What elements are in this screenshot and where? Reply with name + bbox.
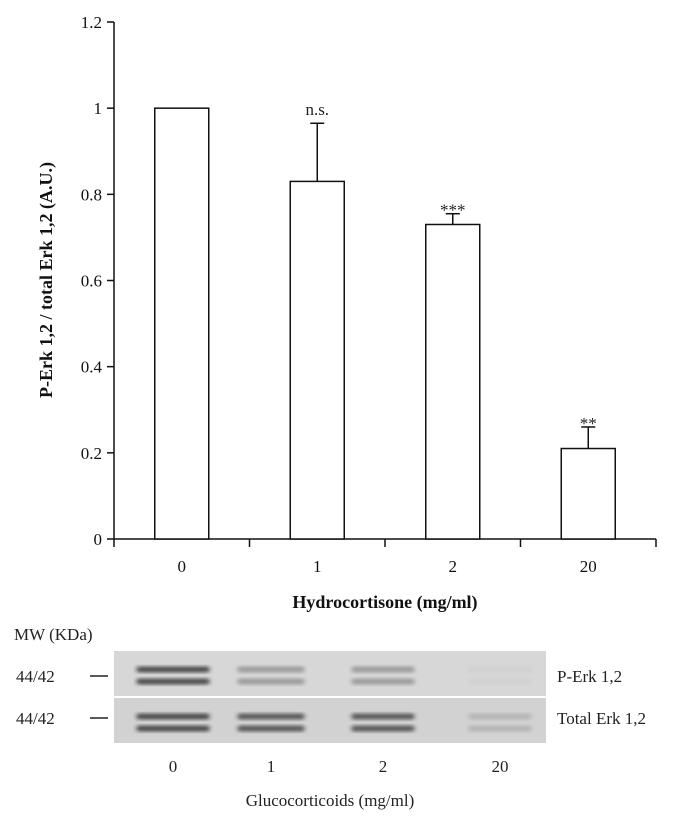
blot-row-p-erk: 44/42 P-Erk 1,2	[16, 651, 622, 696]
y-tick-label: 1	[94, 99, 103, 118]
bars	[154, 107, 616, 540]
y-tick-label: 0.2	[81, 444, 102, 463]
blot-lane-label: 20	[492, 757, 509, 776]
significance-label: n.s.	[305, 100, 329, 119]
y-tick-label: 1.2	[81, 13, 102, 32]
blot-band	[351, 679, 415, 684]
blot-band	[136, 667, 210, 672]
bands-total-erk	[136, 714, 532, 731]
blot-band	[351, 667, 415, 672]
blot-band	[136, 726, 210, 731]
blot-x-axis-title: Glucocorticoids (mg/ml)	[246, 791, 415, 810]
blot-band	[468, 714, 532, 719]
blot-band	[468, 726, 532, 731]
blot-band	[237, 726, 305, 731]
x-tick-label: 20	[580, 557, 597, 576]
bar	[154, 107, 210, 540]
error-bars	[310, 122, 596, 449]
bar	[560, 447, 616, 540]
blot-band	[237, 679, 305, 684]
significance-label: **	[580, 414, 597, 433]
blot-label-total-erk: Total Erk 1,2	[557, 709, 646, 728]
blot-band	[468, 679, 532, 684]
blot-band	[237, 667, 305, 672]
blot-lane-label: 1	[267, 757, 276, 776]
x-axis-title: Hydrocortisone (mg/ml)	[292, 592, 477, 613]
x-tick-label: 2	[449, 557, 458, 576]
significance-labels: n.s.*****	[305, 100, 596, 433]
blot-lane-label: 2	[379, 757, 388, 776]
y-tick-label: 0.6	[81, 272, 102, 291]
blot-label-p-erk: P-Erk 1,2	[557, 667, 622, 686]
x-tick-label: 0	[178, 557, 187, 576]
x-ticks: 0 1 2 20	[113, 539, 657, 576]
x-tick-label: 1	[313, 557, 322, 576]
blot-band	[351, 726, 415, 731]
bar	[425, 223, 481, 540]
mw-label: MW (KDa)	[14, 625, 93, 644]
blot-lane-label: 0	[169, 757, 178, 776]
blot-band	[351, 714, 415, 719]
y-tick-label: 0	[94, 530, 103, 549]
blot-row-total-erk: 44/42 Total Erk 1,2	[16, 698, 646, 743]
bar-chart: 00.20.40.60.811.2 0 1 2 20 n.s.***** P-Erk …	[36, 13, 657, 613]
y-tick-label: 0.4	[81, 358, 103, 377]
western-blot: MW (KDa) 44/42 P-Erk 1,2 44/42 Total Erk…	[14, 625, 646, 810]
blot-marker-p-erk: 44/42	[16, 667, 55, 686]
blot-panel-total-erk	[114, 698, 546, 743]
bar	[289, 180, 345, 540]
blot-band	[237, 714, 305, 719]
blot-panel-p-erk	[114, 651, 546, 696]
blot-marker-total-erk: 44/42	[16, 709, 55, 728]
y-ticks: 0 0.2 0.4 0.6 0.8 1 1.2	[81, 13, 114, 549]
y-axis-title: P-Erk 1,2 / total Erk 1,2 (A.U.)	[36, 162, 57, 398]
blot-lane-labels: 0 1 2 20	[169, 757, 509, 776]
blot-band	[136, 714, 210, 719]
blot-band	[136, 679, 210, 684]
bands-p-erk	[136, 667, 532, 684]
blot-band	[468, 667, 532, 672]
y-tick-label: 0.8	[81, 185, 102, 204]
significance-label: ***	[440, 201, 466, 220]
